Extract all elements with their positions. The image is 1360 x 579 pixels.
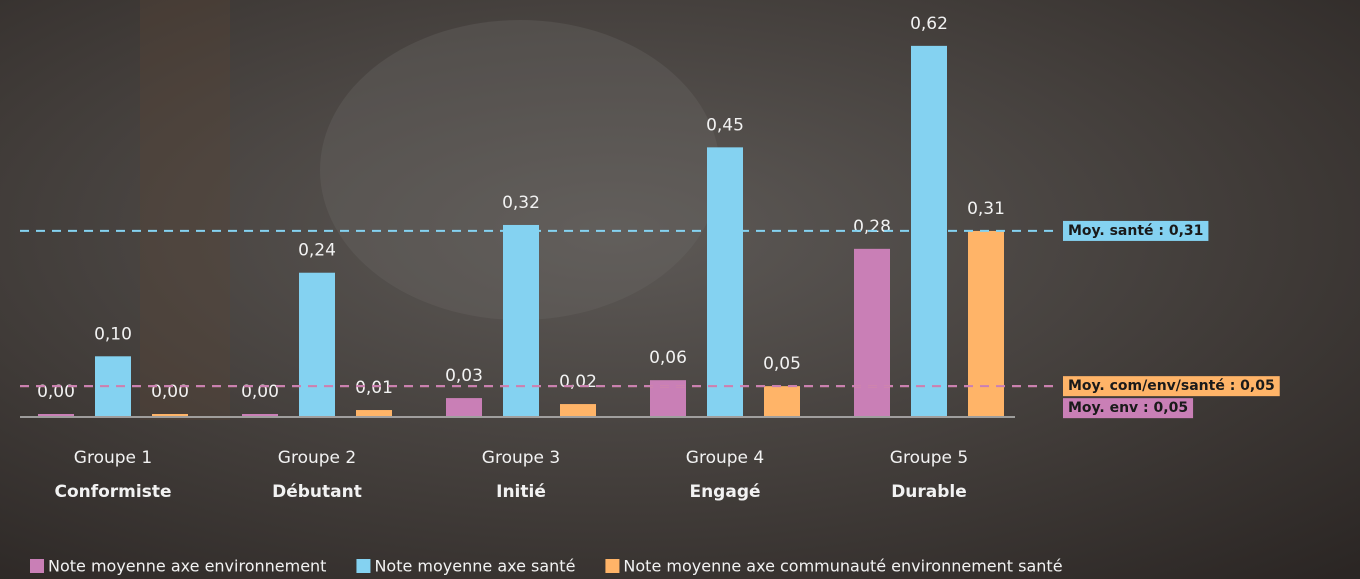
value-label: 0,28 <box>853 217 891 237</box>
value-label: 0,02 <box>559 372 597 392</box>
legend-swatch <box>356 559 371 573</box>
value-label: 0,32 <box>502 193 540 213</box>
value-label: 0,00 <box>241 382 279 402</box>
value-label: 0,10 <box>94 324 132 344</box>
bar <box>152 414 188 416</box>
bar <box>764 386 800 416</box>
legend-swatch <box>605 559 620 573</box>
bar <box>854 248 890 416</box>
value-label: 0,03 <box>445 366 483 386</box>
reference-label-box <box>1063 398 1194 419</box>
x-tick-sublabel: Initié <box>496 482 546 502</box>
bar <box>503 224 539 416</box>
bar <box>356 410 392 416</box>
bar <box>446 398 482 416</box>
legend-label: Note moyenne axe communauté environnemen… <box>623 557 1062 576</box>
x-tick-sublabel: Durable <box>891 482 967 502</box>
bar <box>242 414 278 416</box>
x-tick-sublabel: Conformiste <box>54 482 171 502</box>
legend-swatch <box>30 559 44 573</box>
value-label: 0,24 <box>298 241 336 261</box>
x-tick-sublabel: Engagé <box>689 482 760 502</box>
background-shape <box>140 0 230 420</box>
legend-label: Note moyenne axe environnement <box>48 557 326 576</box>
value-label: 0,06 <box>649 348 687 368</box>
value-label: 0,62 <box>910 14 948 34</box>
reference-label: Moy. env : 0,05 <box>1068 400 1188 416</box>
reference-label: Moy. com/env/santé : 0,05 <box>1068 378 1275 394</box>
value-label: 0,01 <box>355 378 393 398</box>
bar <box>968 230 1004 416</box>
value-label: 0,05 <box>763 354 801 374</box>
x-tick-label: Groupe 4 <box>686 448 764 468</box>
bar <box>38 414 74 416</box>
legend-label: Note moyenne axe santé <box>374 557 575 576</box>
value-label: 0,45 <box>706 115 744 135</box>
x-tick-sublabel: Débutant <box>272 482 362 502</box>
x-tick-label: Groupe 3 <box>482 448 560 468</box>
value-label: 0,31 <box>967 199 1005 219</box>
bar <box>560 404 596 416</box>
bar <box>707 147 743 416</box>
reference-label-box <box>1063 220 1209 241</box>
reference-label-box <box>1063 376 1280 397</box>
x-tick-label: Groupe 2 <box>278 448 356 468</box>
x-tick-label: Groupe 1 <box>74 448 152 468</box>
value-label: 0,00 <box>37 382 75 402</box>
background-shape <box>320 20 720 320</box>
value-label: 0,00 <box>151 382 189 402</box>
bar <box>299 272 335 416</box>
x-tick-label: Groupe 5 <box>890 448 968 468</box>
reference-label: Moy. santé : 0,31 <box>1068 223 1203 239</box>
